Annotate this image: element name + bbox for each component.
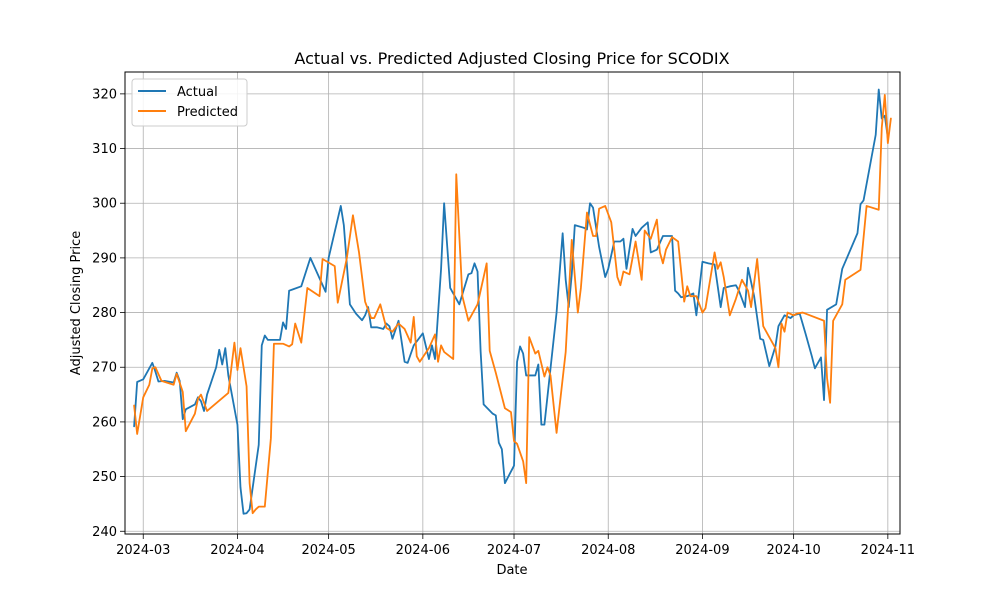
- x-tick-label: 2024-10: [766, 543, 820, 558]
- plot-area-frame: [124, 71, 901, 535]
- legend-label-actual: Actual: [177, 85, 218, 100]
- y-tick-label: 300: [92, 197, 117, 212]
- x-tick-label: 2024-05: [301, 543, 355, 558]
- x-tick-label: 2024-09: [675, 543, 729, 558]
- y-tick-label: 260: [92, 415, 117, 430]
- x-tick-label: 2024-06: [396, 543, 450, 558]
- y-tick-label: 240: [92, 525, 117, 540]
- y-axis: 240 250 260 270 280 290 300 310 320: [92, 87, 125, 540]
- x-axis: 2024-03 2024-04 2024-05 2024-06 2024-07 2024-…: [116, 534, 915, 558]
- chart-title: Actual vs. Predicted Adjusted Closing Pr…: [294, 49, 729, 68]
- y-tick-label: 310: [92, 142, 117, 157]
- x-tick-label: 2024-07: [487, 543, 541, 558]
- x-tick-label: 2024-08: [581, 543, 635, 558]
- y-tick-label: 290: [92, 251, 117, 266]
- x-tick-label: 2024-03: [116, 543, 170, 558]
- series-layer: [133, 88, 892, 515]
- grid-lines: [125, 72, 900, 534]
- y-tick-label: 320: [92, 87, 117, 102]
- x-axis-label: Date: [496, 563, 527, 578]
- y-tick-label: 280: [92, 306, 117, 321]
- y-axis-label: Adjusted Closing Price: [69, 231, 84, 375]
- x-tick-label: 2024-11: [861, 543, 915, 558]
- x-tick-label: 2024-04: [210, 543, 264, 558]
- series-line-predicted: [133, 94, 892, 515]
- y-tick-label: 270: [92, 361, 117, 376]
- y-tick-label: 250: [92, 470, 117, 485]
- legend-label-predicted: Predicted: [177, 105, 238, 120]
- legend: Actual Predicted: [131, 78, 248, 127]
